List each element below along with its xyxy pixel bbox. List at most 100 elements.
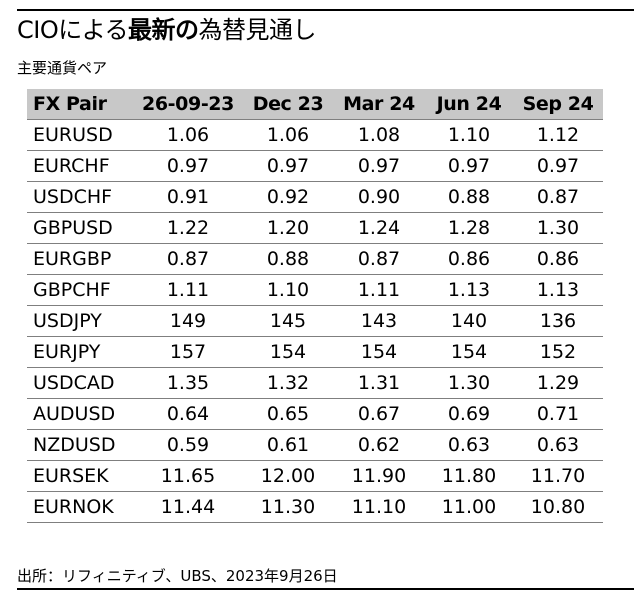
rate-cell: 10.80 — [513, 491, 603, 523]
rate-cell: 0.88 — [243, 243, 333, 275]
table-row: AUDUSD 0.64 0.65 0.67 0.69 0.71 — [27, 398, 603, 430]
rate-cell: 11.44 — [133, 491, 243, 523]
rate-cell: 0.62 — [333, 429, 425, 461]
fx-forecast-table: FX Pair 26-09-23 Dec 23 Mar 24 Jun 24 Se… — [27, 89, 603, 523]
rate-cell: 0.92 — [243, 181, 333, 213]
rate-cell: 11.00 — [425, 491, 513, 523]
currency-pair-cell: EURGBP — [27, 243, 133, 275]
column-header: FX Pair — [27, 89, 133, 120]
rate-cell: 1.10 — [243, 274, 333, 306]
rate-cell: 1.10 — [425, 119, 513, 151]
currency-pair-cell: USDCAD — [27, 367, 133, 399]
top-rule — [17, 9, 634, 11]
rate-cell: 1.12 — [513, 119, 603, 151]
table-row: EURCHF 0.97 0.97 0.97 0.97 0.97 — [27, 150, 603, 182]
title-suffix: 為替見通し — [198, 16, 317, 44]
rate-cell: 1.30 — [425, 367, 513, 399]
rate-cell: 1.13 — [425, 274, 513, 306]
rate-cell: 0.64 — [133, 398, 243, 430]
rate-cell: 1.29 — [513, 367, 603, 399]
rate-cell: 0.87 — [133, 243, 243, 275]
currency-pair-cell: EURSEK — [27, 460, 133, 492]
table-header-row: FX Pair 26-09-23 Dec 23 Mar 24 Jun 24 Se… — [27, 89, 603, 120]
column-header: Sep 24 — [513, 89, 603, 120]
rate-cell: 143 — [333, 305, 425, 337]
table-row: EURJPY 157 154 154 154 152 — [27, 336, 603, 368]
rate-cell: 154 — [243, 336, 333, 368]
rate-cell: 11.30 — [243, 491, 333, 523]
rate-cell: 12.00 — [243, 460, 333, 492]
currency-pair-cell: AUDUSD — [27, 398, 133, 430]
rate-cell: 154 — [425, 336, 513, 368]
rate-cell: 11.80 — [425, 460, 513, 492]
rate-cell: 154 — [333, 336, 425, 368]
rate-cell: 1.35 — [133, 367, 243, 399]
rate-cell: 0.88 — [425, 181, 513, 213]
currency-pair-cell: GBPUSD — [27, 212, 133, 244]
rate-cell: 1.22 — [133, 212, 243, 244]
rate-cell: 0.69 — [425, 398, 513, 430]
table-row: USDJPY 149 145 143 140 136 — [27, 305, 603, 337]
column-header: Dec 23 — [243, 89, 333, 120]
rate-cell: 0.86 — [513, 243, 603, 275]
title-bold: 最新の — [128, 16, 199, 44]
page-title: CIOによる最新の為替見通し — [17, 14, 317, 46]
rate-cell: 1.31 — [333, 367, 425, 399]
rate-cell: 1.08 — [333, 119, 425, 151]
rate-cell: 0.63 — [513, 429, 603, 461]
subtitle: 主要通貨ペア — [17, 59, 108, 77]
rate-cell: 157 — [133, 336, 243, 368]
rate-cell: 1.30 — [513, 212, 603, 244]
rate-cell: 0.97 — [133, 150, 243, 182]
column-header: 26-09-23 — [133, 89, 243, 120]
rate-cell: 11.70 — [513, 460, 603, 492]
currency-pair-cell: EURNOK — [27, 491, 133, 523]
rate-cell: 0.97 — [425, 150, 513, 182]
rate-cell: 1.24 — [333, 212, 425, 244]
rate-cell: 1.11 — [133, 274, 243, 306]
rate-cell: 0.91 — [133, 181, 243, 213]
table-row: NZDUSD 0.59 0.61 0.62 0.63 0.63 — [27, 429, 603, 461]
rate-cell: 0.90 — [333, 181, 425, 213]
currency-pair-cell: EURJPY — [27, 336, 133, 368]
rate-cell: 0.97 — [333, 150, 425, 182]
currency-pair-cell: USDJPY — [27, 305, 133, 337]
rate-cell: 0.87 — [333, 243, 425, 275]
currency-pair-cell: EURCHF — [27, 150, 133, 182]
rate-cell: 152 — [513, 336, 603, 368]
rate-cell: 1.06 — [133, 119, 243, 151]
source-note: 出所：リフィニティブ、UBS、2023年9月26日 — [17, 567, 338, 585]
rate-cell: 1.20 — [243, 212, 333, 244]
rate-cell: 0.65 — [243, 398, 333, 430]
rate-cell: 136 — [513, 305, 603, 337]
rate-cell: 1.06 — [243, 119, 333, 151]
rate-cell: 0.97 — [243, 150, 333, 182]
rate-cell: 149 — [133, 305, 243, 337]
rate-cell: 11.65 — [133, 460, 243, 492]
rate-cell: 0.87 — [513, 181, 603, 213]
rate-cell: 140 — [425, 305, 513, 337]
rate-cell: 0.86 — [425, 243, 513, 275]
table-row: EURGBP 0.87 0.88 0.87 0.86 0.86 — [27, 243, 603, 275]
currency-pair-cell: USDCHF — [27, 181, 133, 213]
table-row: EURNOK 11.44 11.30 11.10 11.00 10.80 — [27, 491, 603, 523]
rate-cell: 11.90 — [333, 460, 425, 492]
currency-pair-cell: GBPCHF — [27, 274, 133, 306]
rate-cell: 0.63 — [425, 429, 513, 461]
rate-cell: 145 — [243, 305, 333, 337]
table-row: USDCHF 0.91 0.92 0.90 0.88 0.87 — [27, 181, 603, 213]
bottom-rule — [17, 588, 634, 590]
table-row: EURSEK 11.65 12.00 11.90 11.80 11.70 — [27, 460, 603, 492]
currency-pair-cell: NZDUSD — [27, 429, 133, 461]
rate-cell: 0.97 — [513, 150, 603, 182]
rate-cell: 11.10 — [333, 491, 425, 523]
rate-cell: 1.13 — [513, 274, 603, 306]
table-row: USDCAD 1.35 1.32 1.31 1.30 1.29 — [27, 367, 603, 399]
column-header: Mar 24 — [333, 89, 425, 120]
rate-cell: 0.61 — [243, 429, 333, 461]
table-row: GBPUSD 1.22 1.20 1.24 1.28 1.30 — [27, 212, 603, 244]
rate-cell: 1.32 — [243, 367, 333, 399]
title-prefix: CIOによる — [17, 16, 129, 44]
rate-cell: 0.71 — [513, 398, 603, 430]
column-header: Jun 24 — [425, 89, 513, 120]
